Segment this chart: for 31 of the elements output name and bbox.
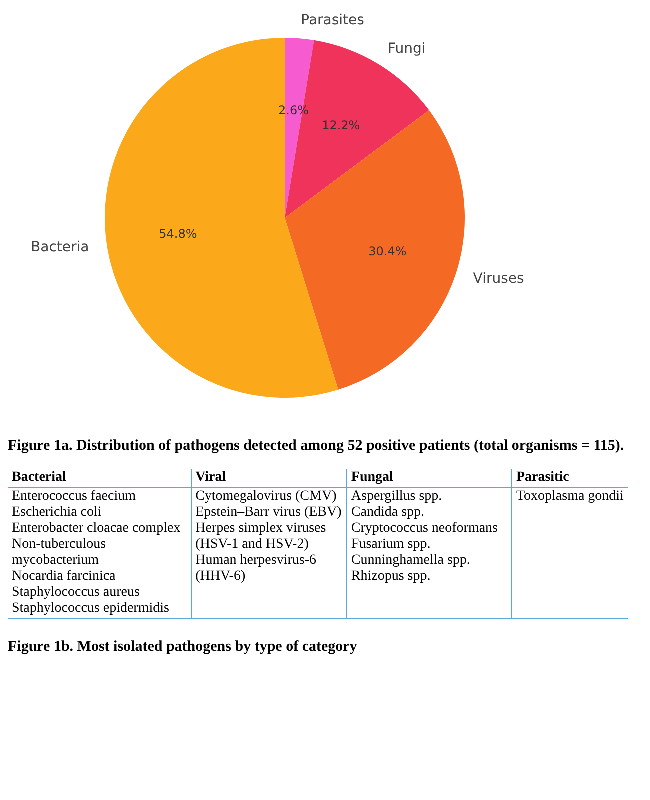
category-label: Parasitic bbox=[512, 469, 628, 488]
text: Fusarium spp. bbox=[351, 537, 431, 552]
data-label: 30.4% bbox=[368, 244, 407, 258]
text: Enterococcus faecium bbox=[12, 489, 136, 504]
text: Staphylococcus aureus bbox=[12, 585, 140, 600]
text: Cytomegalovirus (CMV) bbox=[196, 489, 337, 504]
data-label: 12.2% bbox=[322, 118, 360, 133]
slice-label: Fungi bbox=[388, 40, 426, 57]
text: Staphylococcus epidermidis bbox=[12, 601, 170, 616]
category-label: Fungal bbox=[346, 469, 512, 488]
text: Human herpesvirus-6 (HHV-6) bbox=[196, 553, 316, 584]
text: Epstein–Barr virus (EBV) bbox=[196, 505, 342, 520]
text: Herpes simplex viruses (HSV-1 and HSV-2) bbox=[196, 521, 326, 552]
text: Cunninghamella spp. bbox=[351, 553, 470, 568]
text: Toxoplasma gondii bbox=[516, 489, 624, 504]
slice-label: Viruses bbox=[473, 271, 524, 288]
slice-label: Parasites bbox=[301, 12, 364, 29]
slice-label: Bacteria bbox=[31, 240, 90, 256]
text: Escherichia coli bbox=[12, 505, 102, 520]
caption: Figure 1b. Most isolated pathogens by type of category bbox=[8, 639, 358, 656]
text: Non-tuberculous mycobacterium bbox=[12, 537, 106, 568]
text: Aspergillus spp. bbox=[351, 489, 442, 504]
text: Candida spp. bbox=[351, 505, 425, 520]
text: Rhizopus spp. bbox=[351, 569, 431, 584]
category-label: Bacterial bbox=[8, 469, 192, 488]
text: Enterobacter cloacae complex bbox=[12, 521, 181, 536]
caption: Figure 1a. Distribution of pathogens detected among 52 positive patients (total organisms = 115). bbox=[8, 438, 626, 455]
text: Nocardia farcinica bbox=[12, 569, 116, 584]
data-label: 54.8% bbox=[159, 227, 198, 242]
text: Cryptococcus neoformans bbox=[351, 521, 498, 536]
category-label: Viral bbox=[191, 469, 347, 488]
